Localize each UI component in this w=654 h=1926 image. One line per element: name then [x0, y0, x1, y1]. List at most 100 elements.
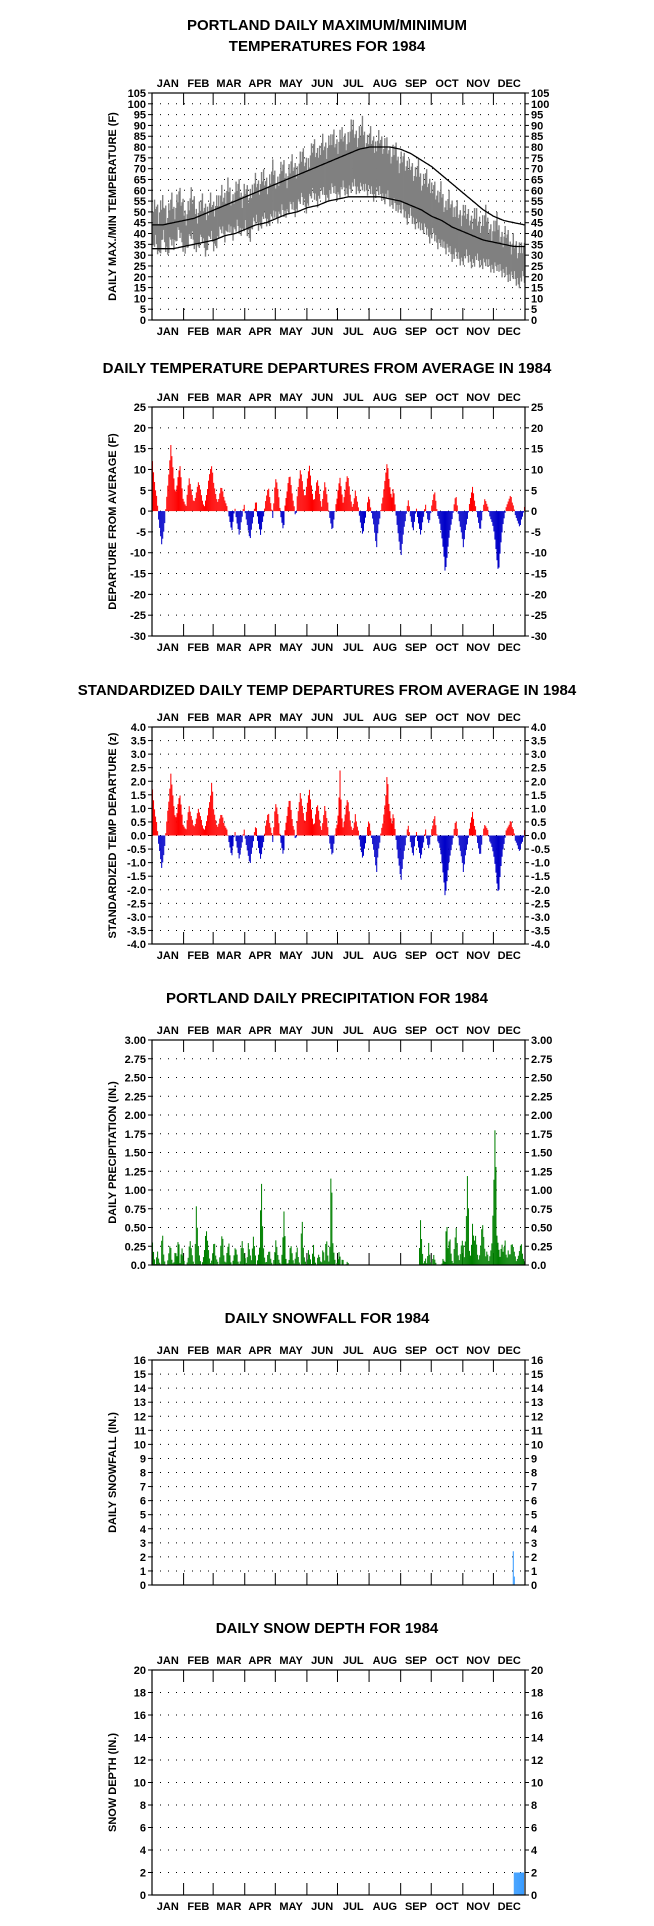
daily-bar — [282, 835, 284, 854]
departure-chart: -30 -30 -25 -25 -20 -20 -15 -15 -10 -10 -5 -5 0 0 5 5 10… — [107, 392, 547, 654]
daily-bar — [154, 809, 156, 836]
y-tick-label-right: 0.5 — [531, 817, 546, 829]
daily-bar — [512, 1551, 514, 1585]
daily-bar — [187, 812, 189, 836]
daily-bar — [312, 493, 314, 512]
daily-bar — [174, 489, 176, 512]
daily-bar — [326, 494, 328, 512]
daily-bar — [454, 822, 456, 836]
y-tick-label-right: 6 — [531, 1823, 537, 1835]
daily-bar — [283, 1211, 285, 1265]
daily-bar — [177, 477, 179, 512]
daily-bar — [464, 835, 466, 856]
daily-bar — [480, 511, 482, 529]
month-label-top: JUN — [311, 1655, 333, 1667]
daily-bar — [186, 1262, 188, 1265]
daily-bar — [503, 1246, 505, 1265]
daily-bar — [403, 835, 405, 851]
daily-bar — [483, 504, 485, 512]
daily-bar — [518, 1872, 520, 1895]
daily-bar — [214, 488, 216, 512]
daily-bar — [417, 511, 420, 524]
daily-bar — [250, 1260, 252, 1265]
daily-bar — [236, 511, 238, 524]
daily-bar — [223, 1255, 225, 1265]
y-tick-label-right: 25 — [531, 261, 543, 273]
daily-bar — [347, 802, 349, 836]
daily-bar — [284, 830, 286, 836]
daily-bar — [476, 1244, 478, 1265]
daily-bar — [465, 1216, 467, 1265]
daily-bar — [413, 835, 415, 847]
daily-bar — [366, 835, 368, 836]
daily-bar — [503, 835, 505, 844]
daily-bar — [188, 806, 190, 836]
daily-bar — [250, 511, 252, 530]
daily-bar — [249, 835, 251, 863]
y-tick-label-left: 0.0 — [131, 831, 146, 843]
y-tick-label-right: 16 — [531, 1355, 543, 1367]
month-label-bottom: APR — [248, 326, 271, 338]
daily-bar — [314, 823, 316, 836]
daily-bar — [377, 835, 379, 858]
daily-bar — [455, 821, 457, 836]
daily-bar — [445, 1231, 447, 1265]
daily-bar — [406, 829, 408, 836]
daily-bar — [267, 489, 269, 512]
daily-bar — [239, 511, 241, 530]
daily-bar — [211, 1260, 213, 1265]
y-tick-label-right: 1.75 — [531, 1129, 552, 1141]
daily-bar — [243, 829, 245, 836]
daily-bar — [193, 826, 195, 836]
y-tick-label-left: 105 — [128, 88, 146, 100]
y-tick-label-right: -0.5 — [531, 844, 550, 856]
y-tick-label-left: -5 — [136, 527, 146, 539]
daily-bar — [276, 1246, 278, 1265]
series-normal_max-line — [152, 146, 525, 226]
y-tick-label-right: 2.0 — [531, 776, 546, 788]
y-tick-label-left: -2.5 — [127, 898, 146, 910]
daily-bar — [451, 835, 453, 845]
daily-bar — [294, 511, 296, 515]
daily-bar — [303, 1257, 305, 1265]
y-tick-label-right: -1.5 — [531, 871, 550, 883]
month-label-top: MAR — [216, 78, 241, 90]
daily-bar — [246, 835, 248, 851]
daily-bar — [224, 500, 226, 512]
daily-bar — [510, 1244, 512, 1265]
daily-bar — [202, 828, 204, 836]
y-tick-label-right: 20 — [531, 1665, 543, 1677]
y-tick-label-right: 2.75 — [531, 1054, 552, 1066]
daily-bar — [308, 789, 310, 836]
daily-bar — [343, 497, 345, 512]
daily-bar — [306, 1259, 308, 1265]
y-tick-label-right: 75 — [531, 153, 543, 165]
month-label-bottom: NOV — [466, 642, 491, 654]
daily-bar — [439, 511, 441, 524]
daily-bar — [192, 500, 194, 512]
daily-bar — [487, 506, 489, 512]
daily-bar — [177, 1242, 179, 1265]
daily-bar — [224, 1261, 226, 1265]
daily-bar — [179, 466, 181, 512]
daily-bar — [330, 511, 332, 524]
month-label-top: DEC — [498, 1025, 521, 1037]
month-label-top: SEP — [405, 1345, 427, 1357]
daily-bar — [288, 1259, 290, 1265]
month-label-top: JUL — [343, 78, 364, 90]
y-tick-label-right: -3.5 — [531, 925, 550, 937]
daily-bar — [396, 511, 398, 525]
daily-bar — [156, 1257, 158, 1265]
daily-bar — [340, 799, 342, 836]
daily-bar — [346, 476, 348, 512]
daily-bar — [290, 1246, 292, 1265]
daily-bar — [294, 1258, 296, 1265]
daily-bar — [367, 826, 369, 836]
daily-bar — [507, 1250, 509, 1265]
y-tick-label-right: 2.50 — [531, 1073, 552, 1085]
daily-bar — [293, 829, 295, 836]
daily-bar — [383, 814, 385, 836]
month-label-top: OCT — [435, 1025, 459, 1037]
month-label-top: DEC — [498, 712, 521, 724]
daily-bar — [259, 835, 261, 854]
